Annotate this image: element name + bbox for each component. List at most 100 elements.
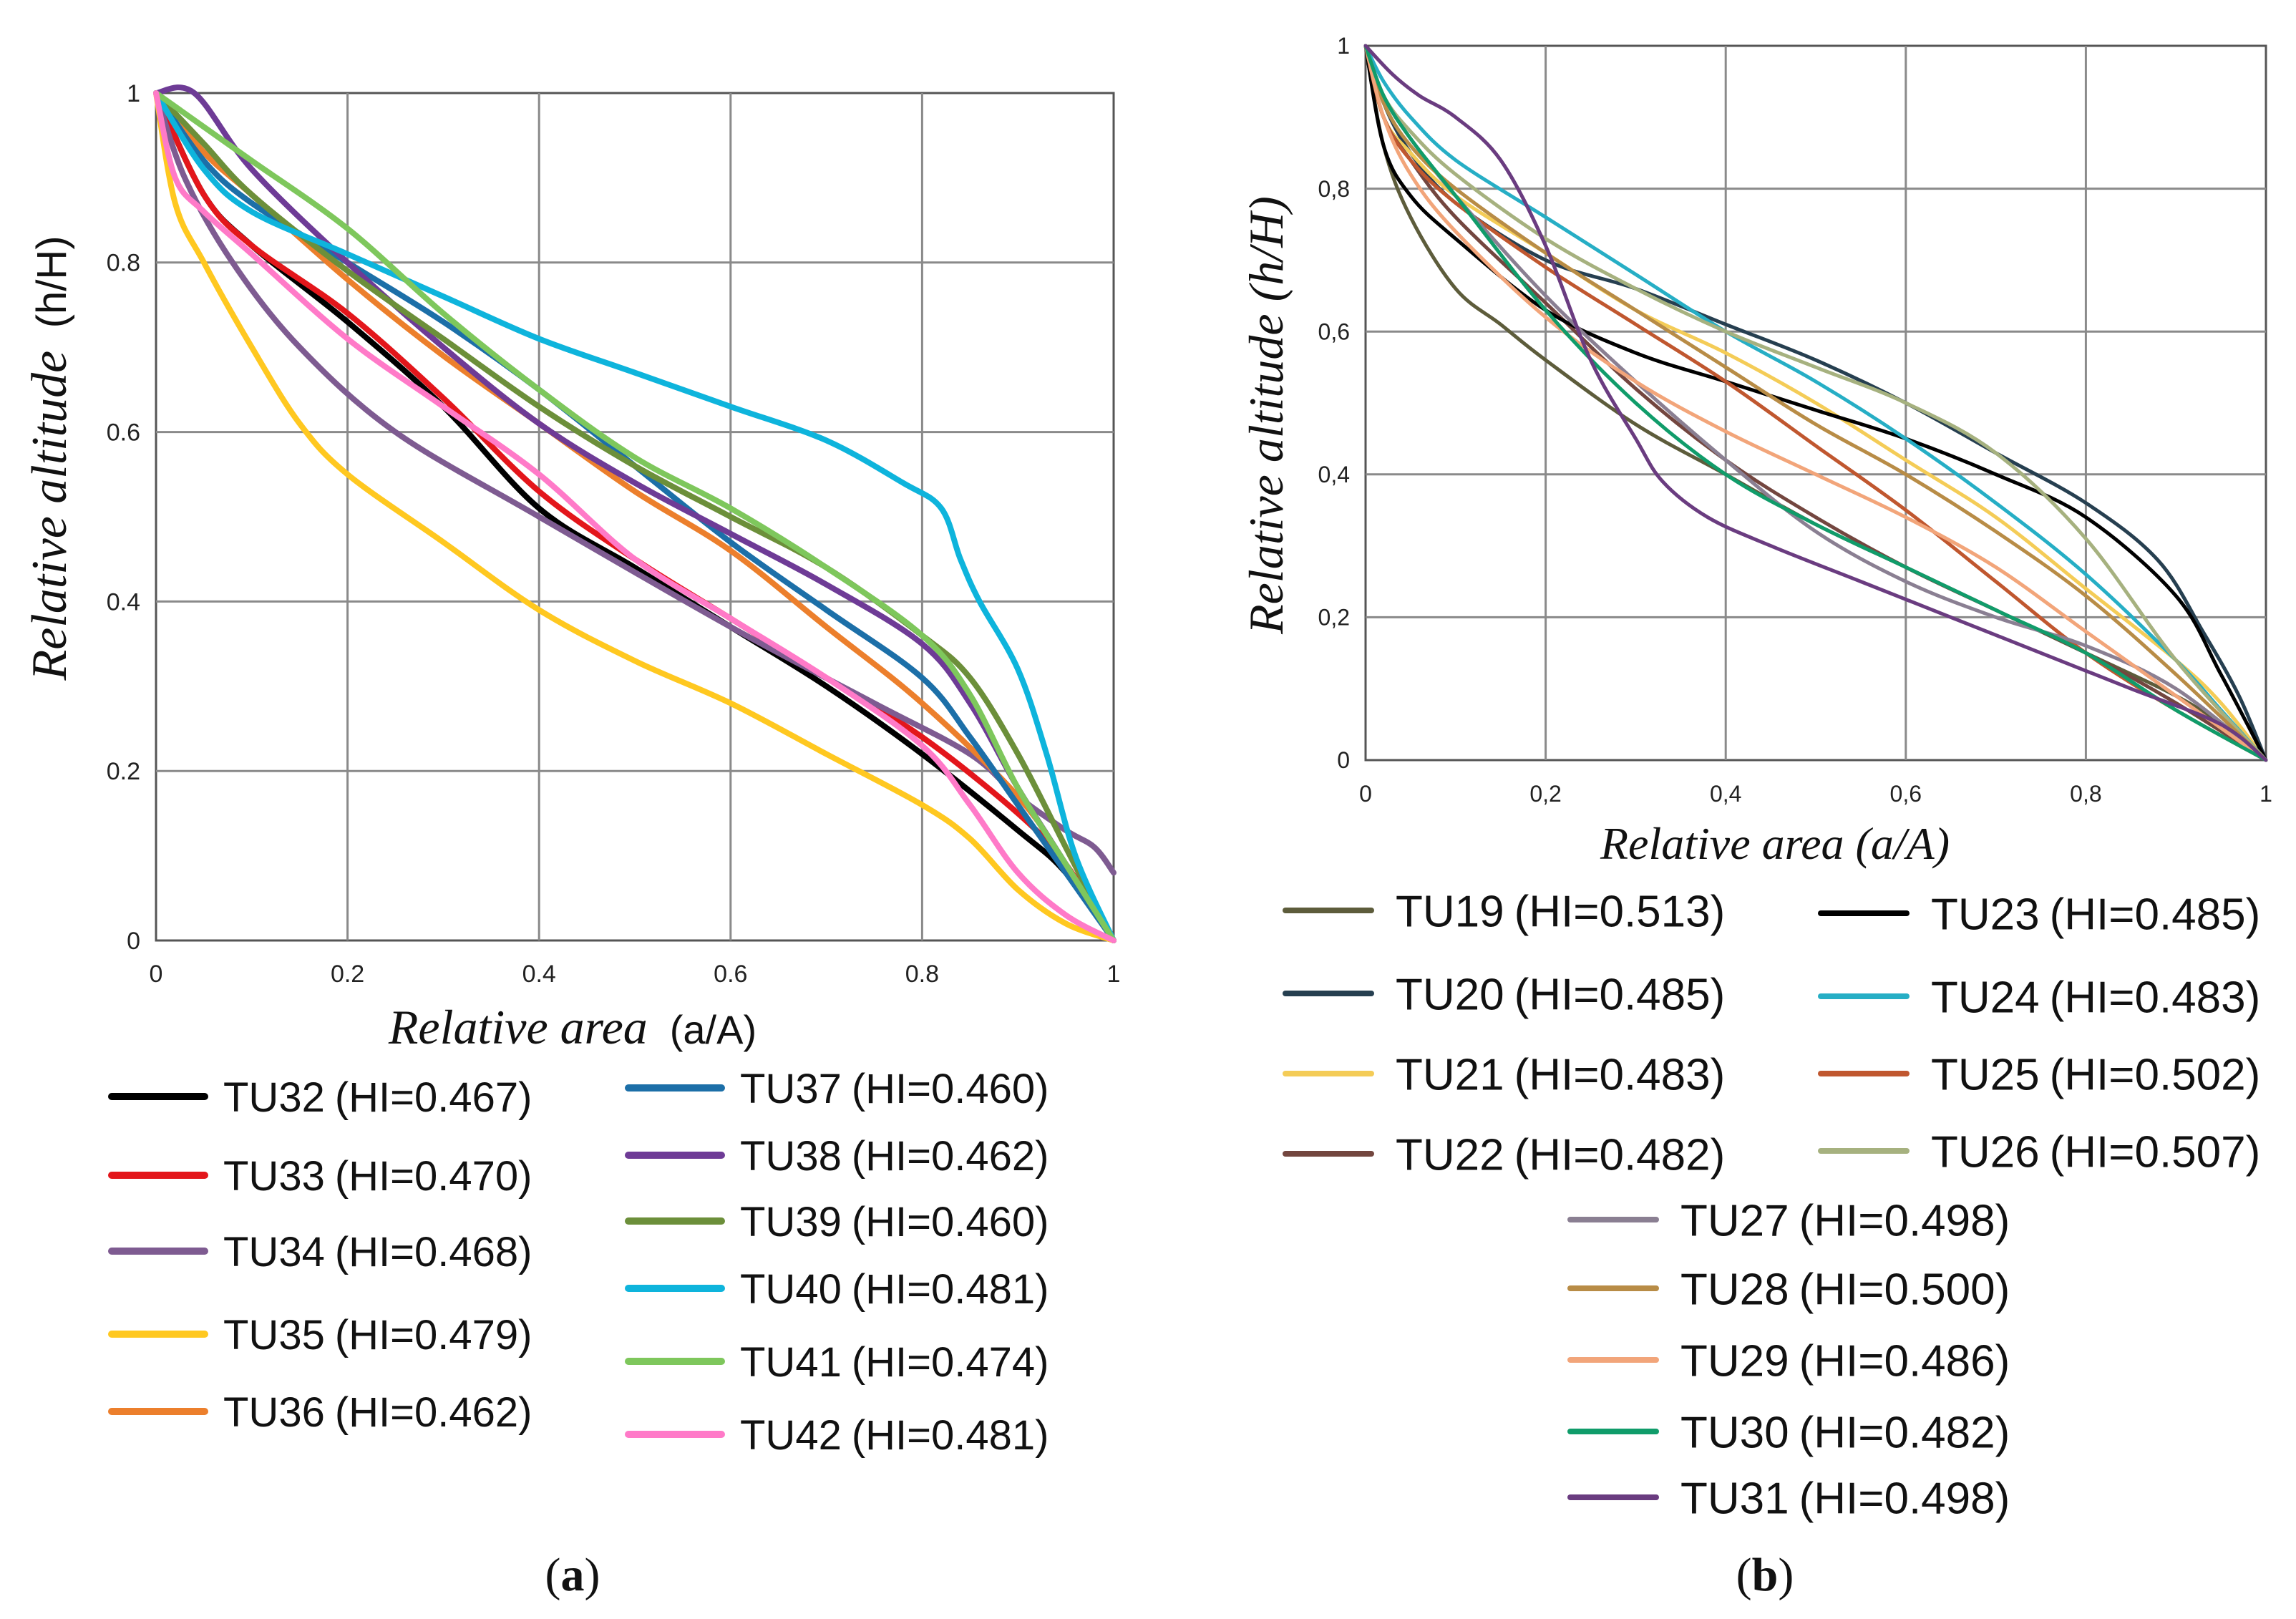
y-tick-label: 0 bbox=[1337, 747, 1350, 773]
legend-hi-value: (HI=0.500) bbox=[1799, 1265, 2010, 1314]
legend-series-name: TU19 bbox=[1396, 887, 1504, 936]
legend-label: TU36 (HI=0.462) bbox=[223, 1389, 532, 1436]
y-tick-labels-b: 0 0,2 0,4 0,6 0,8 1 bbox=[1318, 33, 1350, 773]
y-tick-label: 0,2 bbox=[1318, 605, 1350, 631]
series-line-tu41 bbox=[153, 90, 1117, 943]
x-axis-title-unit-a: (a/A) bbox=[670, 1007, 757, 1052]
legend-hi-value: (HI=0.481) bbox=[852, 1266, 1049, 1313]
legend-b: TU19 (HI=0.513)TU20 (HI=0.485)TU21 (HI=0.48… bbox=[1283, 887, 2261, 1523]
legend-hi-value: (HI=0.470) bbox=[335, 1153, 532, 1200]
x-axis-title-italic-b: Relative area (a/A) bbox=[1600, 818, 1950, 869]
legend-hi-value: (HI=0.474) bbox=[852, 1339, 1049, 1386]
legend-label: TU24 (HI=0.483) bbox=[1931, 973, 2260, 1022]
legend-series-name: TU36 bbox=[223, 1389, 325, 1436]
x-tick-label: 0.4 bbox=[522, 961, 556, 988]
legend-item-tu25: TU25 (HI=0.502) bbox=[1818, 1050, 2261, 1099]
legend-series-name: TU30 bbox=[1680, 1408, 1789, 1457]
y-axis-title-unit-a: (h/H) bbox=[29, 235, 75, 328]
legend-item-tu32: TU32 (HI=0.467) bbox=[108, 1074, 532, 1121]
series-line-tu35 bbox=[153, 90, 1117, 943]
legend-label: TU41 (HI=0.474) bbox=[740, 1339, 1049, 1386]
legend-series-name: TU28 bbox=[1680, 1265, 1789, 1314]
legend-item-tu20: TU20 (HI=0.485) bbox=[1283, 970, 1726, 1019]
legend-label: TU40 (HI=0.481) bbox=[740, 1266, 1049, 1313]
y-tick-label: 0.6 bbox=[107, 419, 140, 447]
legend-hi-value: (HI=0.485) bbox=[2050, 890, 2261, 939]
y-tick-label: 0.4 bbox=[107, 588, 140, 616]
legend-label: TU21 (HI=0.483) bbox=[1396, 1050, 1725, 1099]
y-tick-label: 0.2 bbox=[107, 758, 140, 785]
legend-series-name: TU26 bbox=[1931, 1127, 2040, 1177]
legend-item-tu35: TU35 (HI=0.479) bbox=[108, 1312, 532, 1358]
series-line-tu42 bbox=[153, 90, 1117, 943]
legend-hi-value: (HI=0.462) bbox=[335, 1389, 532, 1436]
legend-item-tu29: TU29 (HI=0.486) bbox=[1567, 1336, 2010, 1386]
legend-hi-value: (HI=0.513) bbox=[1514, 887, 1726, 936]
legend-item-tu27: TU27 (HI=0.498) bbox=[1567, 1196, 2010, 1245]
legend-item-tu40: TU40 (HI=0.481) bbox=[625, 1266, 1049, 1313]
series-line-tu26 bbox=[1363, 44, 2268, 762]
panel-letter-a: a bbox=[561, 1549, 585, 1601]
legend-series-name: TU33 bbox=[223, 1153, 325, 1200]
panel-label-close-paren-b: ) bbox=[1778, 1549, 1794, 1601]
legend-series-name: TU21 bbox=[1396, 1050, 1504, 1099]
legend-hi-value: (HI=0.485) bbox=[1514, 970, 1726, 1019]
legend-label: TU35 (HI=0.479) bbox=[223, 1312, 532, 1358]
legend-hi-value: (HI=0.498) bbox=[1799, 1196, 2010, 1245]
legend-item-tu39: TU39 (HI=0.460) bbox=[625, 1199, 1049, 1245]
legend-item-tu37: TU37 (HI=0.460) bbox=[625, 1066, 1049, 1112]
legend-hi-value: (HI=0.483) bbox=[2050, 973, 2261, 1022]
legend-series-name: TU27 bbox=[1680, 1196, 1789, 1245]
legend-series-name: TU23 bbox=[1931, 890, 2040, 939]
legend-series-name: TU37 bbox=[740, 1066, 842, 1112]
legend-series-name: TU38 bbox=[740, 1133, 842, 1180]
legend-label: TU33 (HI=0.470) bbox=[223, 1153, 532, 1200]
legend-series-name: TU24 bbox=[1931, 973, 2040, 1022]
legend-series-name: TU22 bbox=[1396, 1130, 1504, 1180]
x-tick-label: 0,6 bbox=[1890, 781, 1922, 807]
legend-label: TU22 (HI=0.482) bbox=[1396, 1130, 1725, 1180]
legend-label: TU37 (HI=0.460) bbox=[740, 1066, 1049, 1112]
x-tick-label: 0.6 bbox=[714, 961, 747, 988]
legend-label: TU28 (HI=0.500) bbox=[1680, 1265, 2010, 1314]
legend-item-tu30: TU30 (HI=0.482) bbox=[1567, 1408, 2010, 1457]
x-tick-label: 0,8 bbox=[2070, 781, 2101, 807]
x-axis-title-b: Relative area (a/A) bbox=[1600, 818, 1950, 869]
legend-item-tu21: TU21 (HI=0.483) bbox=[1283, 1050, 1725, 1099]
legend-hi-value: (HI=0.462) bbox=[852, 1133, 1049, 1180]
legend-series-name: TU32 bbox=[223, 1074, 325, 1121]
legend-item-tu33: TU33 (HI=0.470) bbox=[108, 1153, 532, 1200]
legend-item-tu42: TU42 (HI=0.481) bbox=[625, 1412, 1049, 1459]
legend-series-name: TU42 bbox=[740, 1412, 842, 1459]
legend-item-tu41: TU41 (HI=0.474) bbox=[625, 1339, 1049, 1386]
legend-series-name: TU34 bbox=[223, 1229, 325, 1275]
legend-item-tu19: TU19 (HI=0.513) bbox=[1283, 887, 1725, 936]
x-tick-label: 0.2 bbox=[331, 961, 364, 988]
x-tick-label: 1 bbox=[1107, 961, 1121, 988]
panel-label-open-paren-b: ( bbox=[1736, 1549, 1752, 1601]
legend-hi-value: (HI=0.479) bbox=[335, 1312, 532, 1358]
series-line-tu39 bbox=[153, 90, 1117, 943]
y-axis-title-a: Relative altitude (h/H) bbox=[22, 235, 77, 681]
legend-hi-value: (HI=0.502) bbox=[2050, 1050, 2261, 1099]
legend-label: TU26 (HI=0.507) bbox=[1931, 1127, 2260, 1177]
series-line-tu31 bbox=[1363, 44, 2268, 762]
series-line-tu30 bbox=[1363, 44, 2268, 762]
panel-label-b: (b) bbox=[1736, 1549, 1794, 1601]
legend-label: TU42 (HI=0.481) bbox=[740, 1412, 1049, 1459]
y-tick-label: 0.8 bbox=[107, 250, 140, 277]
legend-item-tu24: TU24 (HI=0.483) bbox=[1818, 973, 2260, 1022]
y-tick-labels-a: 0 0.2 0.4 0.6 0.8 1 bbox=[107, 80, 140, 955]
panel-letter-b: b bbox=[1752, 1549, 1779, 1601]
y-tick-label: 1 bbox=[127, 80, 140, 107]
legend-item-tu23: TU23 (HI=0.485) bbox=[1818, 890, 2261, 939]
legend-series-name: TU39 bbox=[740, 1199, 842, 1245]
x-axis-title-italic-a: Relative area bbox=[388, 1000, 648, 1054]
legend-hi-value: (HI=0.481) bbox=[852, 1412, 1049, 1459]
legend-hi-value: (HI=0.460) bbox=[852, 1066, 1049, 1112]
panel-label-a: (a) bbox=[545, 1549, 600, 1601]
series-line-tu28 bbox=[1363, 44, 2268, 762]
legend-label: TU19 (HI=0.513) bbox=[1396, 887, 1725, 936]
legend-series-name: TU29 bbox=[1680, 1336, 1789, 1386]
